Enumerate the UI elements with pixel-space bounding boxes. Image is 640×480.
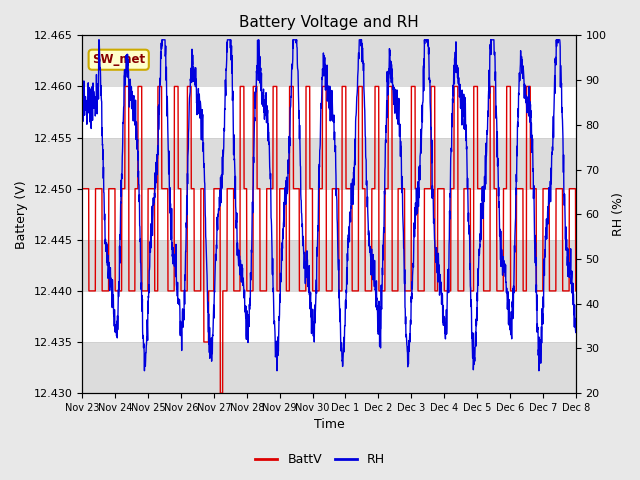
Bar: [83, 36, 576, 86]
Y-axis label: Battery (V): Battery (V): [15, 180, 28, 249]
X-axis label: Time: Time: [314, 419, 344, 432]
Text: SW_met: SW_met: [92, 53, 145, 66]
Title: Battery Voltage and RH: Battery Voltage and RH: [239, 15, 419, 30]
Bar: [83, 138, 576, 189]
Legend: BattV, RH: BattV, RH: [250, 448, 390, 471]
Y-axis label: RH (%): RH (%): [612, 192, 625, 236]
Bar: [83, 240, 576, 291]
Bar: [83, 342, 576, 393]
